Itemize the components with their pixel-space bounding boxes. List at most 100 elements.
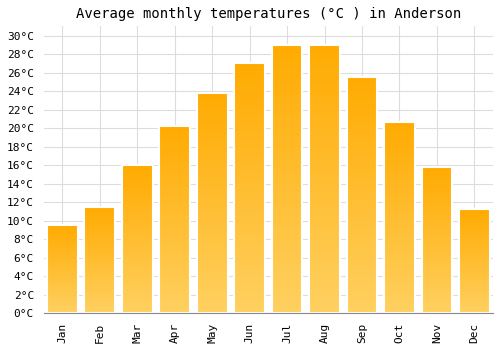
Bar: [84, 224, 115, 225]
Bar: [459, 232, 490, 233]
Bar: [122, 240, 152, 242]
Bar: [384, 181, 415, 183]
Bar: [197, 236, 228, 238]
Bar: [309, 158, 340, 160]
Bar: [422, 173, 452, 174]
Bar: [47, 264, 78, 265]
Bar: [459, 300, 490, 301]
Bar: [346, 124, 378, 127]
Bar: [122, 257, 152, 258]
Bar: [309, 80, 340, 82]
Bar: [459, 221, 490, 222]
Bar: [422, 275, 452, 276]
Bar: [459, 280, 490, 281]
Bar: [234, 308, 265, 310]
Bar: [197, 214, 228, 216]
Bar: [160, 209, 190, 210]
Bar: [47, 279, 78, 280]
Bar: [272, 163, 302, 166]
Bar: [197, 93, 228, 313]
Bar: [309, 179, 340, 182]
Bar: [459, 258, 490, 259]
Bar: [459, 278, 490, 279]
Bar: [84, 229, 115, 230]
Bar: [459, 305, 490, 306]
Bar: [384, 193, 415, 194]
Bar: [84, 227, 115, 228]
Bar: [309, 198, 340, 201]
Bar: [47, 303, 78, 304]
Bar: [197, 141, 228, 144]
Bar: [234, 121, 265, 123]
Bar: [234, 133, 265, 136]
Bar: [160, 234, 190, 237]
Bar: [84, 295, 115, 296]
Bar: [197, 265, 228, 267]
Bar: [384, 229, 415, 231]
Bar: [459, 285, 490, 286]
Bar: [309, 101, 340, 104]
Bar: [459, 311, 490, 312]
Bar: [234, 248, 265, 251]
Bar: [309, 305, 340, 308]
Bar: [309, 141, 340, 144]
Bar: [47, 308, 78, 309]
Bar: [459, 287, 490, 288]
Bar: [346, 113, 378, 115]
Bar: [272, 128, 302, 131]
Bar: [47, 288, 78, 289]
Bar: [384, 311, 415, 313]
Bar: [234, 178, 265, 181]
Bar: [309, 166, 340, 168]
Bar: [47, 290, 78, 291]
Bar: [346, 292, 378, 294]
Bar: [197, 298, 228, 300]
Bar: [234, 208, 265, 211]
Bar: [197, 285, 228, 287]
Bar: [346, 169, 378, 171]
Bar: [122, 280, 152, 282]
Bar: [84, 243, 115, 244]
Bar: [122, 263, 152, 264]
Bar: [384, 219, 415, 221]
Bar: [47, 227, 78, 228]
Bar: [346, 228, 378, 231]
Bar: [84, 234, 115, 236]
Bar: [47, 245, 78, 246]
Bar: [122, 297, 152, 298]
Bar: [309, 310, 340, 313]
Bar: [346, 103, 378, 105]
Bar: [384, 261, 415, 263]
Bar: [84, 285, 115, 287]
Bar: [47, 293, 78, 294]
Bar: [160, 199, 190, 201]
Bar: [459, 228, 490, 229]
Bar: [234, 281, 265, 283]
Bar: [84, 304, 115, 306]
Bar: [272, 50, 302, 53]
Bar: [47, 266, 78, 267]
Bar: [47, 278, 78, 279]
Bar: [160, 261, 190, 262]
Bar: [160, 238, 190, 240]
Bar: [84, 276, 115, 277]
Bar: [122, 165, 152, 313]
Bar: [84, 289, 115, 290]
Bar: [84, 284, 115, 285]
Bar: [47, 247, 78, 248]
Bar: [197, 130, 228, 133]
Bar: [459, 279, 490, 280]
Bar: [384, 225, 415, 227]
Bar: [160, 231, 190, 233]
Bar: [122, 298, 152, 300]
Bar: [234, 163, 265, 166]
Bar: [234, 243, 265, 246]
Bar: [272, 160, 302, 163]
Bar: [197, 121, 228, 124]
Bar: [346, 167, 378, 169]
Bar: [459, 214, 490, 215]
Bar: [47, 295, 78, 296]
Bar: [122, 189, 152, 190]
Bar: [234, 193, 265, 196]
Bar: [459, 249, 490, 250]
